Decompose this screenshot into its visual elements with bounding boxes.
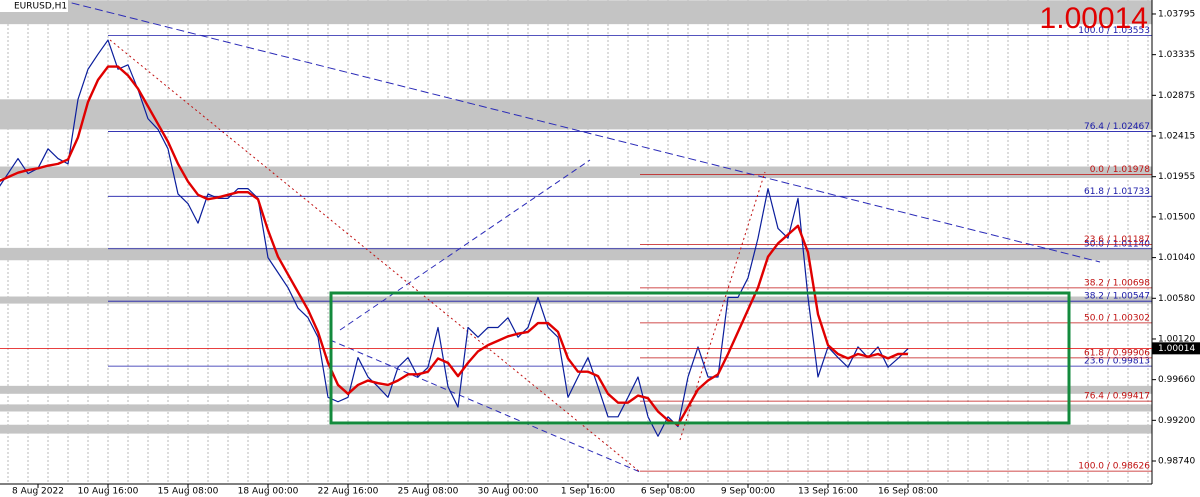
fib-label: 38.2 / 1.00698 (1084, 278, 1150, 288)
fib-label: 61.8 / 1.01733 (1084, 187, 1150, 197)
x-tick-label: 1 Sep 16:00 (561, 487, 616, 497)
x-tick-label: 8 Aug 2022 (12, 487, 64, 497)
fib-label: 76.4 / 1.02467 (1084, 122, 1150, 132)
last-price-box (1152, 342, 1200, 355)
x-tick-label: 6 Sep 08:00 (641, 487, 696, 497)
x-tick-label: 10 Aug 16:00 (78, 487, 139, 497)
x-tick-label: 15 Aug 08:00 (158, 487, 219, 497)
x-tick-label: 9 Sep 00:00 (721, 487, 776, 497)
zone (0, 0, 1152, 25)
fib-label: 50.0 / 1.00302 (1084, 313, 1150, 323)
symbol-box (0, 0, 68, 12)
fib-label: 38.2 / 1.00547 (1084, 292, 1150, 302)
x-tick-label: 25 Aug 08:00 (398, 487, 459, 497)
y-tick-label: 1.03335 (1158, 50, 1195, 60)
trend-line (59, 0, 1101, 263)
y-tick-label: 1.03795 (1158, 9, 1195, 19)
time-grid (0, 0, 1152, 484)
zone (0, 404, 1152, 412)
x-tick-label: 30 Aug 00:00 (478, 487, 539, 497)
y-tick-label: 0.99200 (1158, 416, 1195, 426)
trend-line (329, 339, 641, 473)
last-price-axis-label: 1.00014 (1158, 344, 1195, 354)
price-line (0, 39, 909, 437)
fib-trend (109, 39, 641, 473)
y-tick-label: 1.02875 (1158, 91, 1195, 101)
zone (0, 385, 1152, 394)
fib-label: 23.6 / 1.01187 (1084, 235, 1150, 245)
zone (0, 99, 1152, 130)
zone (0, 424, 1152, 434)
fib-label: 61.8 / 0.99906 (1084, 348, 1150, 358)
zone (0, 247, 1152, 261)
price-line (0, 65, 908, 426)
symbol: EURUSD,H1 (14, 2, 67, 12)
fib-label: 0.0 / 1.01978 (1090, 165, 1151, 175)
x-tick-label: 18 Aug 00:00 (238, 487, 299, 497)
series (0, 39, 909, 437)
x-tick-label: 22 Aug 16:00 (318, 487, 379, 497)
fib-label: 100.0 / 1.03553 (1078, 26, 1150, 36)
zones (0, 0, 1152, 434)
y-tick-label: 1.01040 (1158, 253, 1195, 263)
x-tick-label: 13 Sep 16:00 (798, 487, 858, 497)
y-tick-label: 0.99660 (1158, 375, 1195, 385)
y-tick-label: 1.00120 (1158, 334, 1195, 344)
zone (0, 166, 1152, 179)
fib-label: 76.4 / 0.99417 (1084, 392, 1150, 402)
fib-label: 23.6 / 0.99813 (1084, 357, 1150, 367)
trend-line (339, 159, 591, 331)
last-price: 1.00014 (1040, 2, 1148, 35)
y-tick-label: 1.01500 (1158, 212, 1195, 222)
y-tick-label: 0.98740 (1158, 457, 1195, 467)
fib-label: 100.0 / 0.98626 (1078, 462, 1150, 472)
range-box (329, 291, 1071, 425)
x-tick-label: 16 Sep 08:00 (878, 487, 938, 497)
zone (0, 296, 1152, 304)
y-tick-label: 1.01955 (1158, 172, 1195, 182)
y-tick-label: 1.02415 (1158, 132, 1195, 142)
y-tick-label: 1.00580 (1158, 294, 1195, 304)
